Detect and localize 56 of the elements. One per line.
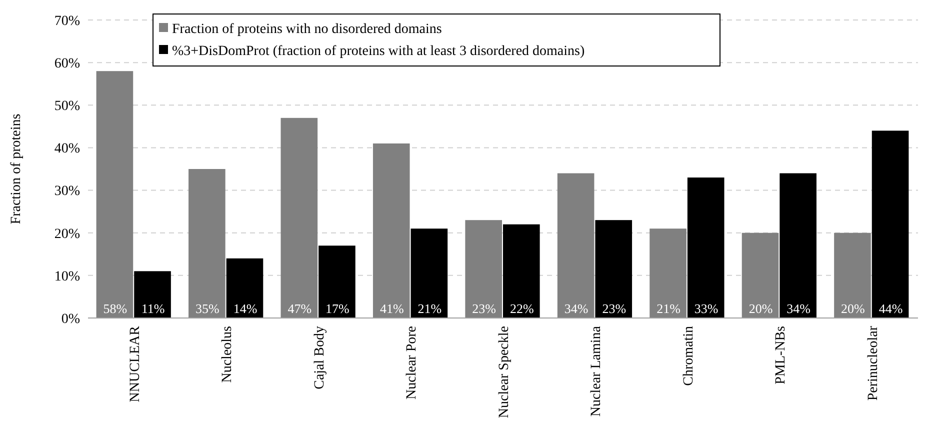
bar [226,258,264,318]
bar [687,178,724,318]
bar [834,232,871,318]
x-tick-label: Cajal Body [312,326,328,390]
y-tick-label: 50% [54,99,80,114]
bar [410,228,448,318]
x-tick-label: Perinucleolar [866,326,881,401]
bar [503,224,540,318]
bar [742,232,779,318]
data-label: 33% [694,301,718,316]
bar [650,228,686,318]
bar [134,271,171,318]
y-tick-label: 60% [54,56,80,72]
bar [872,130,909,318]
y-tick-label: 70% [54,14,80,29]
data-label: 21% [418,301,442,316]
data-label: 21% [656,301,681,316]
x-tick-label: Nuclear Pore [404,326,420,400]
y-tick-label: 30% [54,184,80,200]
y-axis-title: Fraction of proteins [9,114,24,224]
data-label: 17% [326,301,350,316]
bar [595,220,632,318]
legend-label: Fraction of proteins with no disordered domains [172,22,442,37]
data-label: 58% [103,301,128,316]
x-tick-label: NNUCLEAR [128,325,144,402]
y-tick-label: 0% [61,312,80,327]
y-tick-label: 10% [54,269,80,284]
x-tick-label: Nuclear Lamina [589,325,604,417]
bar [557,173,594,318]
y-tick-label: 20% [54,226,80,242]
bar [318,246,356,318]
x-tick-label: PML-NBs [774,326,789,384]
data-label: 20% [841,301,866,316]
bar [280,118,318,318]
data-label: 34% [786,301,811,316]
data-label: 44% [878,301,903,316]
x-tick-label: Nuclear Speckle [496,326,512,418]
bar [465,220,502,318]
data-label: 23% [602,301,626,316]
y-tick-label: 40% [54,142,80,157]
bar [96,71,134,318]
data-label: 22% [510,301,534,316]
data-label: 20% [748,301,773,316]
bar [188,169,226,318]
x-tick-label: Chromatin [681,326,696,386]
x-tick-label: Nucleolus [220,326,236,383]
data-label: 41% [380,301,404,316]
legend-label: %3+DisDomProt (fraction of proteins with at least 3 disordered domains) [172,44,585,59]
data-label: 23% [472,301,496,316]
data-label: 34% [564,301,588,316]
data-label: 14% [233,301,258,316]
bar [372,143,410,318]
data-label: 11% [141,301,165,316]
bar [780,173,816,318]
data-label: 35% [196,301,220,316]
data-label: 47% [288,301,312,316]
